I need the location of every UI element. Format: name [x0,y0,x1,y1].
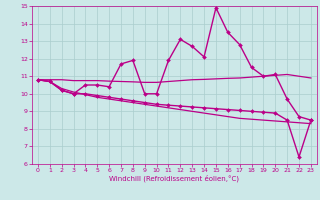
X-axis label: Windchill (Refroidissement éolien,°C): Windchill (Refroidissement éolien,°C) [109,175,239,182]
